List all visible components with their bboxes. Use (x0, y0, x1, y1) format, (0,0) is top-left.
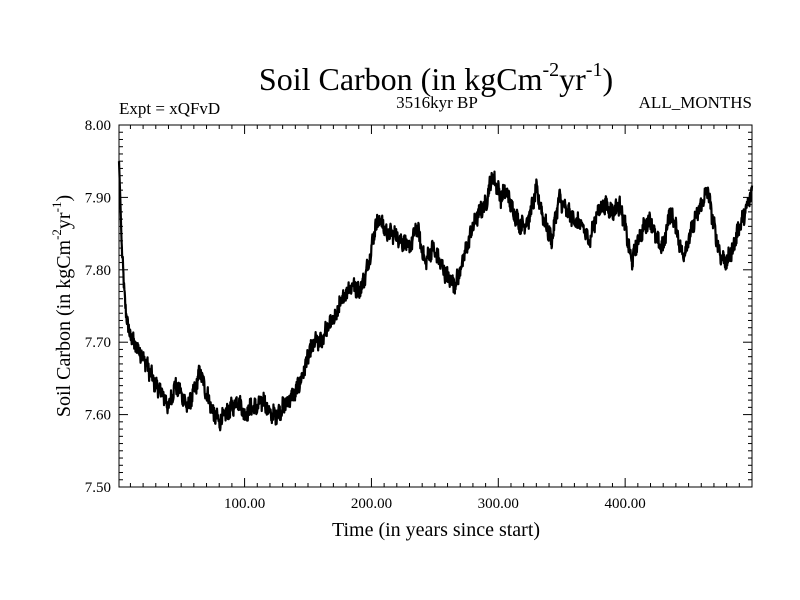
x-axis: 100.00 200.00 300.00 400.00 (224, 125, 646, 512)
y-tick-label: 7.50 (85, 480, 111, 496)
y-axis-label: Soil Carbon (in kgCm-2yr-1) (49, 195, 75, 417)
y-tick-label: 7.90 (85, 190, 111, 206)
y-tick-label: 7.80 (85, 263, 111, 279)
y-axis: 7.50 7.60 7.70 7.80 7.90 8.00 (85, 118, 752, 496)
soil-carbon-series-line (117, 161, 754, 432)
y-tick-label: 7.70 (85, 335, 111, 351)
x-tick-label: 300.00 (478, 496, 519, 512)
x-tick-label: 400.00 (605, 496, 646, 512)
chart-title: Soil Carbon (in kgCm-2yr-1) (259, 59, 613, 97)
x-axis-label: Time (in years since start) (332, 519, 540, 541)
months-label: ALL_MONTHS (639, 93, 752, 112)
y-tick-label: 8.00 (85, 118, 111, 134)
x-tick-label: 200.00 (351, 496, 392, 512)
plot-frame (118, 124, 753, 488)
y-tick-label: 7.60 (85, 408, 111, 424)
period-label: 3516kyr BP (396, 93, 478, 112)
minor-ticks (119, 125, 752, 487)
experiment-label: Expt = xQFvD (119, 99, 220, 118)
x-tick-label: 100.00 (224, 496, 265, 512)
